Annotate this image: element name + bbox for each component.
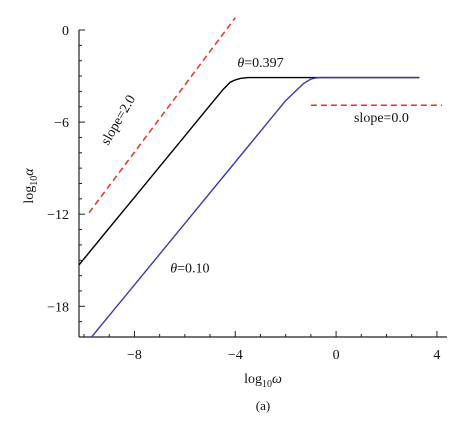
annotation-label: slope=0.0 — [354, 111, 409, 126]
annotation-label: θ=0.10 — [170, 262, 209, 277]
x-tick-label: 4 — [433, 348, 440, 363]
series-line — [79, 76, 420, 266]
x-tick-label: 0 — [333, 348, 340, 363]
annotation-label: θ=0.397 — [237, 56, 283, 71]
y-tick-label: −6 — [54, 116, 69, 131]
y-tick-label: −12 — [47, 208, 69, 223]
series-line — [91, 76, 420, 337]
guide-line — [88, 17, 236, 214]
x-tick-label: −4 — [228, 348, 243, 363]
y-tick-label: −18 — [47, 300, 69, 315]
x-axis-label: log10ω — [244, 372, 282, 390]
y-axis-label: log10α — [22, 168, 40, 204]
x-tick-label: −8 — [127, 348, 142, 363]
y-tick-label: 0 — [62, 24, 69, 39]
figure-caption: (a) — [256, 398, 270, 413]
annotation-label: slope=2.0 — [99, 93, 139, 148]
